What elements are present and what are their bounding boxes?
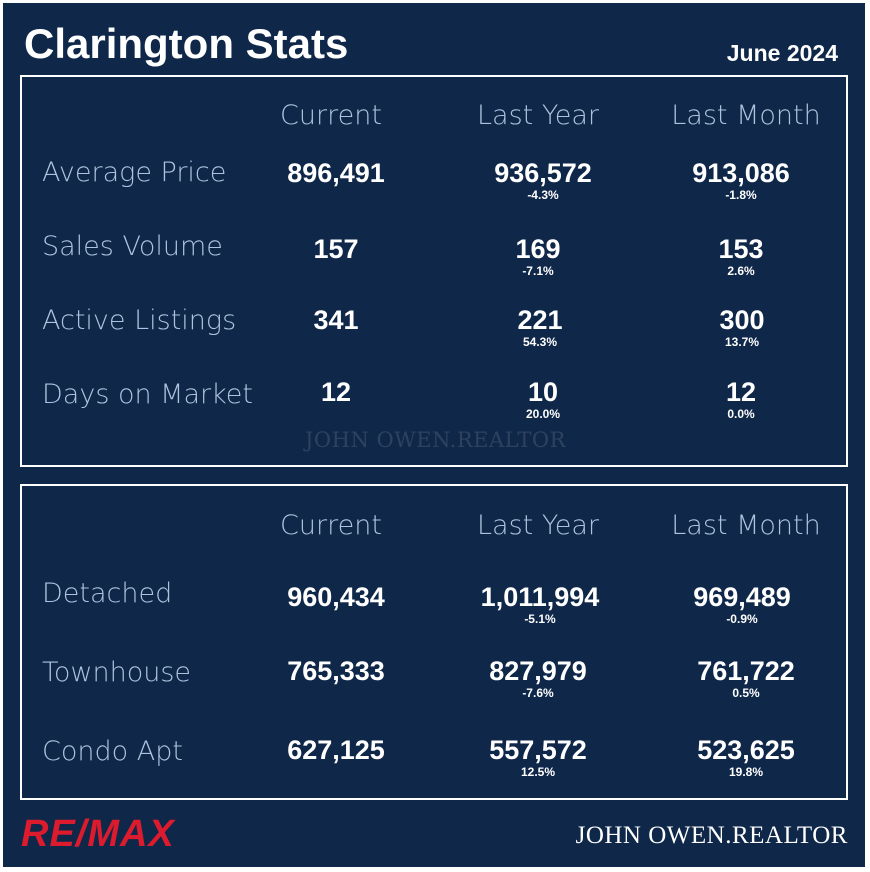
townhouse-last-month: 761,722 0.5% [656,656,836,700]
value: 169 [515,234,561,264]
col-header-last-month-2: Last Month [671,510,821,541]
value: 936,572 [494,158,592,188]
property-type-panel [20,484,848,800]
row-label-townhouse: Townhouse [42,657,192,688]
days-on-market-last-month: 12 0.0% [651,377,831,421]
value: 221 [517,305,563,335]
average-price-last-year: 936,572 -4.3% [453,158,633,202]
active-listings-last-month: 300 13.7% [652,305,832,349]
change: 0.0% [727,407,755,421]
col-header-last-year-2: Last Year [477,510,599,541]
value: 627,125 [287,735,385,765]
value: 913,086 [692,158,790,188]
col-header-current: Current [280,100,382,131]
change: 13.7% [724,335,760,349]
change: -5.1% [524,612,556,626]
active-listings-current: 341 [246,305,426,335]
row-label-detached: Detached [42,578,173,609]
value: 12 [725,377,757,407]
col-header-current-2: Current [280,510,382,541]
col-header-last-year: Last Year [477,100,599,131]
summary-panel [20,75,848,467]
change: 12.5% [520,765,556,779]
detached-last-month: 969,489 -0.9% [652,582,832,626]
townhouse-current: 765,333 [246,656,426,686]
change: -1.8% [725,188,757,202]
change: -7.6% [522,686,554,700]
change: -4.3% [527,188,559,202]
value: 960,434 [287,582,385,612]
detached-current: 960,434 [246,582,426,612]
value: 765,333 [287,656,385,686]
agent-name: JOHN OWEN.REALTOR [575,822,848,849]
value: 827,979 [489,656,587,686]
active-listings-last-year: 221 54.3% [450,305,630,349]
row-label-average-price: Average Price [42,157,227,188]
sales-volume-current: 157 [246,234,426,264]
change: 0.5% [732,686,760,700]
detached-last-year: 1,011,994 -5.1% [450,582,630,626]
average-price-last-month: 913,086 -1.8% [651,158,831,202]
value: 153 [718,234,764,264]
townhouse-last-year: 827,979 -7.6% [448,656,628,700]
remax-logo: RE/MAX [21,813,175,855]
days-on-market-current: 12 [246,377,426,407]
change: 54.3% [522,335,558,349]
watermark: JOHN OWEN.REALTOR [305,428,566,452]
value: 12 [320,377,352,407]
value: 557,572 [489,735,587,765]
page-title: Clarington Stats [24,20,349,67]
change: 20.0% [525,407,561,421]
stats-card [3,3,865,867]
value: 1,011,994 [480,582,600,612]
condo-apt-current: 627,125 [246,735,426,765]
value: 969,489 [693,582,791,612]
row-label-days-on-market: Days on Market [42,379,253,410]
row-label-sales-volume: Sales Volume [42,231,223,262]
average-price-current: 896,491 [246,158,426,188]
sales-volume-last-year: 169 -7.1% [448,234,628,278]
row-label-active-listings: Active Listings [42,305,237,336]
change: 2.6% [727,264,755,278]
change: -7.1% [522,264,554,278]
col-header-last-month: Last Month [671,100,821,131]
value: 157 [313,234,359,264]
value: 896,491 [287,158,385,188]
row-label-condo-apt: Condo Apt [42,736,183,767]
condo-apt-last-year: 557,572 12.5% [448,735,628,779]
value: 300 [719,305,765,335]
report-period: June 2024 [726,40,838,66]
change: 19.8% [728,765,764,779]
value: 523,625 [697,735,795,765]
value: 341 [313,305,359,335]
sales-volume-last-month: 153 2.6% [651,234,831,278]
change: -0.9% [726,612,758,626]
days-on-market-last-year: 10 20.0% [453,377,633,421]
condo-apt-last-month: 523,625 19.8% [656,735,836,779]
value: 761,722 [697,656,795,686]
value: 10 [527,377,559,407]
